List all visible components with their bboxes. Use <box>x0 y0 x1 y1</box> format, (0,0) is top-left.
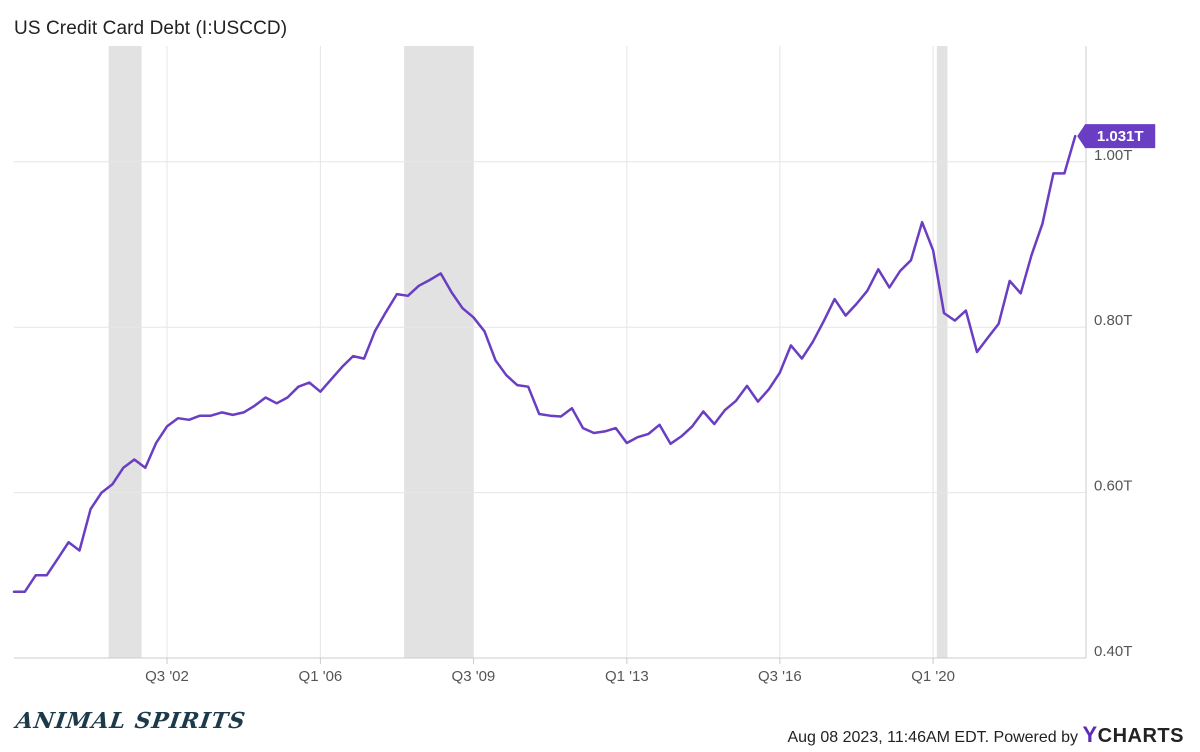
recession-band-2 <box>404 46 474 658</box>
x-tick-label-2: Q1 '06 <box>299 668 343 685</box>
y-tick-label-4: 1.00T <box>1094 147 1132 164</box>
credit-text: Aug 08 2023, 11:46AM EDT. Powered by <box>787 729 1083 746</box>
y-tick-label-3: 0.80T <box>1094 312 1132 329</box>
x-tick-label-6: Q1 '20 <box>911 668 955 685</box>
series-line-1 <box>12 134 1077 594</box>
recession-band-3 <box>936 46 948 658</box>
last-value-label: 1.031T <box>1097 128 1144 145</box>
y-tick-label-1: 0.40T <box>1094 643 1132 660</box>
gridlines <box>14 46 1086 659</box>
chart-title: US Credit Card Debt (I:USCCD) <box>14 18 288 39</box>
x-tick-label-4: Q1 '13 <box>605 668 649 685</box>
last-value-label-layer: 1.031T <box>1077 124 1156 149</box>
recession-band-1 <box>108 46 142 658</box>
x-tick-label-3: Q3 '09 <box>452 668 496 685</box>
last-value-flag <box>1077 124 1156 149</box>
series-layer <box>12 134 1077 594</box>
footer-credit: Aug 08 2023, 11:46AM EDT. Powered by YCH… <box>787 722 1184 748</box>
ycharts-logo: YCHARTS <box>1082 722 1184 747</box>
y-axis-ticks: 0.40T 0.60T 0.80T 1.00T <box>1094 147 1132 660</box>
ycharts-logo-text: CHARTS <box>1097 725 1184 747</box>
animal-spirits-logo: ANIMAL SPIRITS <box>14 708 248 734</box>
recession-bands <box>108 46 948 658</box>
axes <box>14 46 1087 659</box>
x-tick-label-1: Q3 '02 <box>145 668 189 685</box>
x-axis-ticks: Q3 '02 Q1 '06 Q3 '09 Q1 '13 Q3 '16 Q1 '20 <box>145 658 955 685</box>
y-tick-label-2: 0.60T <box>1094 478 1132 495</box>
x-tick-label-5: Q3 '16 <box>758 668 802 685</box>
ycharts-logo-y: Y <box>1082 722 1098 747</box>
